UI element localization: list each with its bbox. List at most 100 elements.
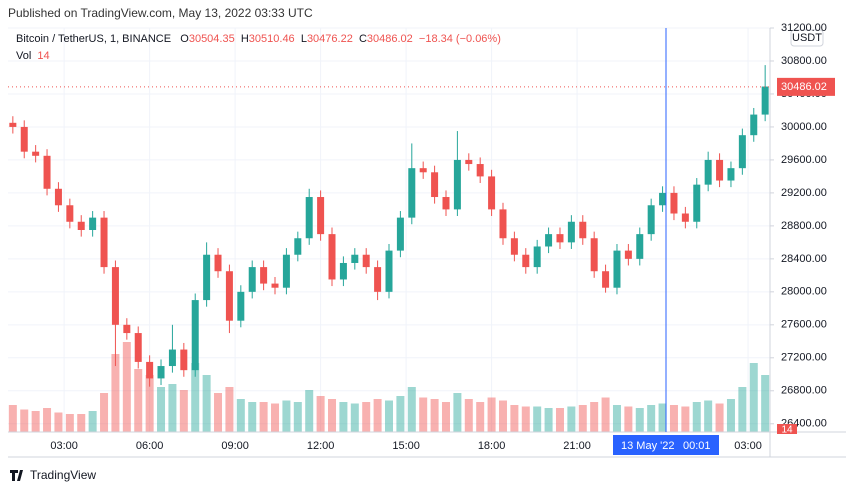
vol-value: 14 (37, 50, 50, 62)
candle-body (647, 205, 655, 235)
candle-body (237, 291, 245, 321)
x-tick-label: 18:00 (478, 440, 506, 452)
volume-bar (259, 402, 268, 432)
candle-body (670, 192, 678, 214)
volume-bar (134, 369, 143, 432)
volume-bar (498, 400, 507, 432)
volume-bar (122, 342, 131, 432)
volume-bar (65, 414, 74, 432)
volume-bar (669, 405, 678, 432)
candle-body (465, 159, 473, 165)
l-label: L (300, 33, 307, 45)
volume-bar (441, 402, 450, 432)
volume-bar (350, 403, 359, 432)
volume-bar (567, 406, 576, 432)
volume-bar (521, 406, 530, 432)
y-tick-label: 27200.00 (781, 352, 827, 364)
candle-body (203, 254, 211, 301)
candle-body (77, 221, 85, 230)
volume-bar (715, 403, 724, 432)
candle-body (248, 267, 256, 292)
candle-body (362, 254, 370, 268)
y-tick-label: 27600.00 (781, 319, 827, 331)
volume-bar (168, 384, 177, 432)
candle-body (636, 234, 644, 259)
volume-bar (248, 402, 257, 432)
candle-body (168, 349, 176, 367)
y-tick-label: 29200.00 (781, 187, 827, 199)
candle-body (305, 197, 313, 239)
x-tick-label: 09:00 (221, 440, 249, 452)
y-tick-label: 28400.00 (781, 253, 827, 265)
candle-body (32, 151, 40, 156)
volume-bar (54, 412, 63, 432)
candle-body (545, 234, 553, 247)
volume-bar (647, 405, 656, 432)
candle-body (704, 159, 712, 185)
volume-bar (111, 354, 120, 432)
volume-bar (533, 406, 542, 432)
x-tick-label: 12:00 (307, 440, 335, 452)
volume-bar (464, 399, 473, 432)
candle-body (624, 250, 632, 259)
candle-body (476, 164, 484, 177)
volume-bar (100, 393, 109, 432)
candle-body (533, 246, 541, 268)
vol-label: Vol (16, 50, 32, 62)
candle-body (396, 217, 404, 251)
volume-bar (704, 400, 713, 432)
y-tick-label: 26800.00 (781, 385, 827, 397)
volume-bar (179, 390, 188, 432)
x-tick-label: 21:00 (563, 440, 591, 452)
volume-bar (544, 408, 553, 432)
c-label: C (358, 33, 367, 45)
candle-body (271, 283, 279, 288)
candle-body (499, 209, 507, 239)
volume-tag-bg (777, 424, 797, 434)
candle-body (431, 172, 439, 198)
volume-bar (658, 403, 667, 432)
candle-body (123, 324, 131, 334)
candle-body (134, 333, 142, 362)
x-tick-label: 15:00 (392, 440, 420, 452)
x-tick-label: 06:00 (136, 440, 164, 452)
volume-bar (453, 393, 462, 432)
x-tick-label: 03:00 (734, 440, 762, 452)
volume-bar (191, 363, 200, 432)
volume-bar (761, 375, 770, 432)
h-value: 30510.46 (248, 33, 295, 45)
candle-body (510, 238, 518, 255)
volume-bar (20, 409, 29, 432)
candle-body (66, 205, 74, 222)
candle-body (590, 238, 598, 272)
brand-logo (10, 470, 23, 481)
candle-body (180, 349, 188, 371)
candle-body (385, 250, 393, 292)
volume-bar (419, 397, 428, 432)
y-tick-label: 28000.00 (781, 286, 827, 298)
volume-bar (293, 402, 302, 432)
volume-bar (749, 363, 758, 432)
candle-body (317, 197, 325, 235)
volume-bar (555, 408, 564, 432)
volume-bar (225, 387, 234, 432)
volume-bar (271, 403, 280, 432)
legend-row: Bitcoin / TetherUS, 1, BINANCE O30504.35… (16, 33, 501, 45)
y-tick-label: 30000.00 (781, 121, 827, 133)
volume-bar (43, 408, 52, 432)
candle-body (453, 159, 461, 210)
candle-body (111, 267, 119, 325)
candle-body (260, 267, 268, 284)
volume-bar (305, 390, 314, 432)
candle-body (89, 217, 97, 230)
volume-bar (157, 387, 166, 432)
candle-body (556, 234, 564, 243)
plot-area (8, 28, 770, 432)
candle-body (738, 135, 746, 169)
candle-body (579, 221, 587, 239)
candle-body (681, 213, 689, 222)
volume-bar (373, 399, 382, 432)
volume-bar (214, 393, 223, 432)
volume-bar (692, 402, 701, 432)
